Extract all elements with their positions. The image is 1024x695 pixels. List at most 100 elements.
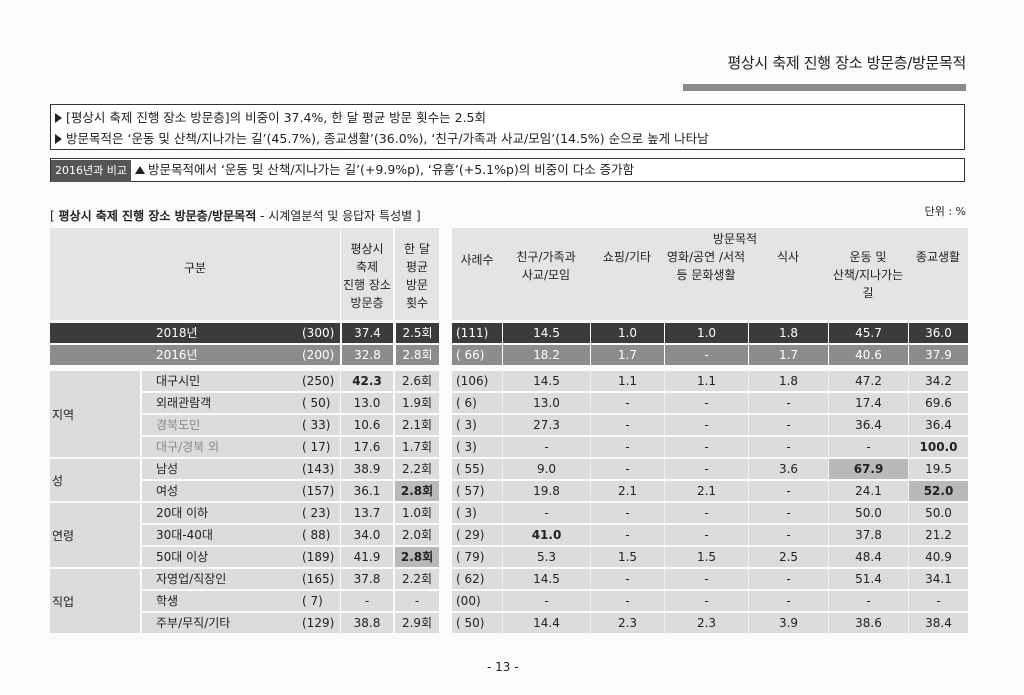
data-table: 구분 평상시 축제 진행 장소 방문층 한 달 평균 방문 횟수 사례수 방문목적 친구/가족과 사교/… — [50, 228, 968, 633]
header-purpose-line: 쇼핑/기타 — [602, 250, 652, 264]
header-visitor-share-line: 진행 장소 — [343, 278, 391, 292]
row-value-1: 2.3 — [590, 613, 664, 633]
row-value-1: 1.5 — [590, 547, 664, 567]
row-value-3: - — [748, 503, 828, 523]
row-value-3: 1.8 — [748, 323, 828, 343]
row-n: (129) — [302, 613, 340, 633]
year-row-left-bg — [50, 345, 340, 365]
row-value-4: 50.0 — [828, 503, 908, 523]
row-visits: 2.8회 — [395, 481, 439, 501]
row-cases: ( 57) — [452, 481, 502, 501]
row-value-3: - — [748, 569, 828, 589]
row-value-2: 1.1 — [664, 371, 748, 391]
row-label-bg — [142, 591, 340, 611]
row-share: 41.9 — [341, 547, 393, 567]
row-value-3: - — [748, 525, 828, 545]
row-share: 38.9 — [341, 459, 393, 479]
row-visits: - — [395, 591, 439, 611]
row-value-1: 1.7 — [590, 345, 664, 365]
header-purpose-line: 운동 및 — [849, 250, 887, 264]
header-purpose-2: 영화/공연 /서적 등 문화생활 — [664, 248, 748, 318]
row-value-4: 37.8 — [828, 525, 908, 545]
row-value-0: - — [502, 503, 590, 523]
header-purpose-line: 종교생활 — [915, 250, 961, 264]
row-n: (300) — [302, 323, 340, 343]
row-visits: 2.2회 — [395, 569, 439, 589]
header-visitor-share-line: 방문층 — [350, 296, 384, 310]
row-label-bg — [142, 525, 340, 545]
row-cases: ( 6) — [452, 393, 502, 413]
row-n: (165) — [302, 569, 340, 589]
header-purpose-group: 방문목적 — [712, 232, 758, 246]
row-n: ( 33) — [302, 415, 340, 435]
row-value-0: 14.5 — [502, 371, 590, 391]
header-category-cell — [50, 228, 340, 320]
row-value-2: - — [664, 437, 748, 457]
row-value-5: 52.0 — [908, 481, 968, 501]
row-value-3: - — [748, 591, 828, 611]
row-value-4: 51.4 — [828, 569, 908, 589]
header-visitor-share-line: 평상시 — [350, 242, 384, 256]
row-value-1: - — [590, 437, 664, 457]
row-label-bg — [142, 503, 340, 523]
header-purpose-line: 등 문화생활 — [676, 268, 736, 282]
row-value-4: - — [828, 437, 908, 457]
row-cases: (111) — [452, 323, 502, 343]
row-label: 주부/무직/기타 — [156, 616, 231, 630]
row-label: 50대 이상 — [156, 550, 209, 564]
row-value-4: 40.6 — [828, 345, 908, 365]
row-n: ( 88) — [302, 525, 340, 545]
header-purpose-3: 식사 — [748, 248, 828, 318]
row-visits: 1.0회 — [395, 503, 439, 523]
row-n: ( 7) — [302, 591, 340, 611]
row-value-4: 24.1 — [828, 481, 908, 501]
row-label: 대구시민 — [156, 374, 201, 388]
header-monthly-visits-line: 방문 — [405, 278, 429, 292]
group-label: 지역 — [50, 371, 140, 457]
row-share: 42.3 — [341, 371, 393, 391]
row-value-3: 1.7 — [748, 345, 828, 365]
row-value-1: - — [590, 393, 664, 413]
row-value-3: - — [748, 415, 828, 435]
row-value-3: 3.6 — [748, 459, 828, 479]
row-n: (200) — [302, 345, 340, 365]
header-monthly-visits: 한 달 평균 방문 횟수 — [395, 228, 439, 320]
header-purpose-0: 친구/가족과 사교/모임 — [502, 248, 590, 318]
row-value-3: 2.5 — [748, 547, 828, 567]
header-purpose-1: 쇼핑/기타 — [590, 248, 664, 318]
row-value-1: - — [590, 569, 664, 589]
row-n: ( 17) — [302, 437, 340, 457]
row-value-0: 19.8 — [502, 481, 590, 501]
row-value-4: 67.9 — [828, 459, 908, 479]
triangle-up-icon — [134, 166, 145, 174]
row-n: (157) — [302, 481, 340, 501]
header-visitor-share-line: 축제 — [355, 260, 379, 274]
row-value-0: - — [502, 437, 590, 457]
row-share: 13.0 — [341, 393, 393, 413]
row-value-3: 3.9 — [748, 613, 828, 633]
row-value-5: 34.2 — [908, 371, 968, 391]
summary-line-2: 방문목적은 ‘운동 및 산책/지나가는 길’(45.7%), 종교생활’(36.… — [55, 128, 964, 149]
row-label-bg — [142, 371, 340, 391]
row-label: 외래관람객 — [156, 396, 212, 410]
row-label-bg — [142, 569, 340, 589]
header-monthly-visits-line: 평균 — [405, 260, 429, 274]
row-visits: 2.9회 — [395, 613, 439, 633]
title-bar — [683, 84, 966, 91]
triangle-bullet-icon — [55, 134, 62, 144]
header-purpose-line: 산책/지나가는 — [832, 268, 904, 282]
row-value-5: 34.1 — [908, 569, 968, 589]
row-visits: 2.8회 — [395, 547, 439, 567]
row-value-3: - — [748, 481, 828, 501]
row-value-5: 100.0 — [908, 437, 968, 457]
header-purpose-line: 사교/모임 — [521, 268, 571, 282]
row-value-4: - — [828, 591, 908, 611]
table-caption: [ 평상시 축제 진행 장소 방문층/방문목적 - 시계열분석 및 응답자 특성… — [50, 209, 421, 223]
row-visits: 2.8회 — [395, 345, 439, 365]
header-purpose-4: 운동 및 산책/지나가는 길 — [828, 248, 908, 318]
row-n: (143) — [302, 459, 340, 479]
summary-box: [평상시 축제 진행 장소 방문층]의 비중이 37.4%, 한 달 평균 방문… — [50, 104, 965, 150]
row-value-4: 48.4 — [828, 547, 908, 567]
row-share: 32.8 — [341, 345, 393, 365]
